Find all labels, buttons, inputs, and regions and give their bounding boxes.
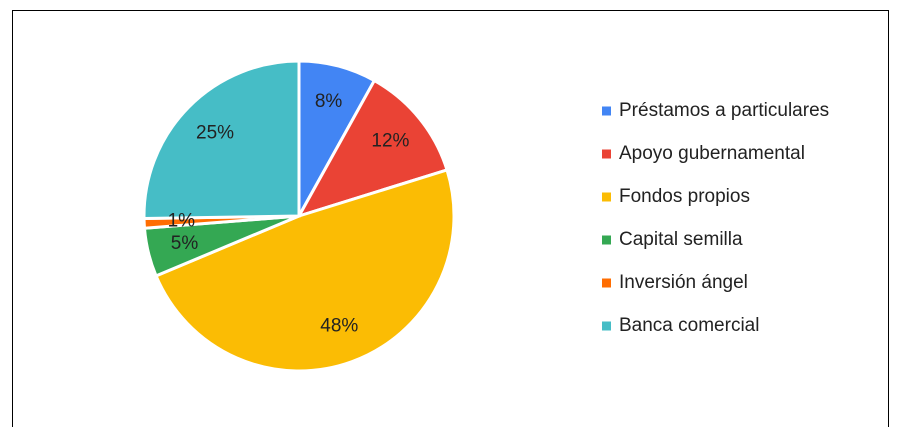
data-label: 1%: [168, 211, 196, 232]
legend-swatch: [602, 278, 611, 288]
pie-slice: [154, 168, 456, 373]
pie-slice: [142, 59, 301, 220]
data-label: 25%: [196, 122, 234, 143]
data-label: 5%: [171, 233, 199, 254]
data-label: 48%: [320, 316, 358, 337]
legend-swatch: [602, 192, 611, 202]
legend-label: Banca comercial: [619, 315, 759, 336]
legend-label: Capital semilla: [619, 229, 743, 250]
legend-label: Préstamos a particulares: [619, 100, 829, 121]
legend-label: Fondos propios: [619, 186, 750, 207]
legend-swatch: [602, 106, 611, 116]
legend-swatch: [602, 235, 611, 245]
legend-swatch: [602, 149, 611, 159]
data-label: 8%: [315, 91, 343, 112]
legend-label: Apoyo gubernamental: [619, 143, 805, 164]
pie-slice: [295, 78, 449, 219]
data-label: 12%: [371, 131, 409, 152]
legend-swatch: [602, 321, 611, 331]
legend-label: Inversión ángel: [619, 272, 748, 293]
